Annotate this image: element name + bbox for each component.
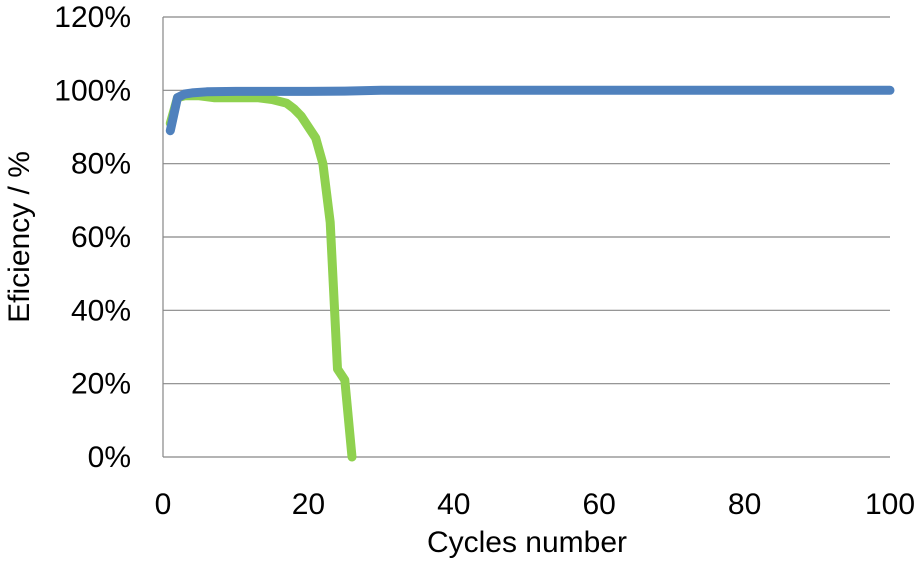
y-tick-label: 0% bbox=[88, 441, 131, 474]
x-tick-label: 20 bbox=[292, 488, 325, 521]
y-tick-label: 80% bbox=[71, 148, 131, 181]
x-tick-label: 100 bbox=[865, 488, 915, 521]
x-tick-label: 80 bbox=[728, 488, 761, 521]
y-tick-label: 20% bbox=[71, 368, 131, 401]
label-layer: 0% 20% 40% 60% 80% 100% 120% 0 20 40 60 80 100 bbox=[54, 1, 915, 521]
x-axis-title: Cycles number bbox=[427, 526, 627, 559]
y-tick-label: 100% bbox=[54, 74, 131, 107]
x-tick-label: 60 bbox=[583, 488, 616, 521]
y-tick-label: 60% bbox=[71, 221, 131, 254]
grid-layer bbox=[163, 16, 890, 458]
series-layer bbox=[165, 85, 895, 462]
y-axis-title: Eficiency / % bbox=[3, 151, 36, 323]
x-tick-label: 40 bbox=[437, 488, 470, 521]
series-line-2 bbox=[165, 85, 895, 136]
y-tick-label: 40% bbox=[71, 294, 131, 327]
x-tick-label: 0 bbox=[155, 488, 172, 521]
series-line-1 bbox=[165, 91, 357, 462]
y-tick-label: 120% bbox=[54, 1, 131, 34]
